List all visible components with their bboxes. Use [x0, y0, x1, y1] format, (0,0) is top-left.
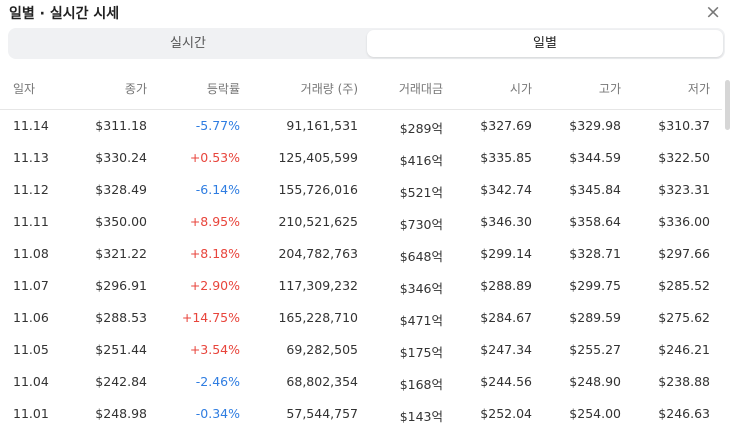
table-cell: 68,802,354 [286, 374, 358, 389]
table-cell: $248.90 [569, 374, 621, 389]
table-cell: $321.22 [95, 246, 147, 261]
column-header: 종가 [124, 82, 147, 96]
column-header: 저가 [687, 82, 710, 96]
table-cell: -2.46% [195, 374, 240, 389]
table-cell: $297.66 [658, 246, 710, 261]
table-cell: $275.62 [658, 310, 710, 325]
scrollbar[interactable] [725, 80, 730, 130]
table-cell: -0.34% [195, 406, 240, 421]
table-cell: $143억 [399, 409, 443, 424]
table-cell: $244.56 [480, 374, 532, 389]
table-cell: $336.00 [658, 214, 710, 229]
column-header: 거래량 (주) [300, 82, 358, 96]
table-cell: 204,782,763 [278, 246, 358, 261]
table-cell: -6.14% [195, 182, 240, 197]
table-cell: $252.04 [480, 406, 532, 421]
table-cell: $327.69 [480, 118, 532, 133]
table-cell: $416억 [399, 153, 443, 168]
table-cell: $342.74 [480, 182, 532, 197]
table-cell: $311.18 [95, 118, 147, 133]
table-cell: $648억 [399, 249, 443, 264]
table-cell: $246.21 [658, 342, 710, 357]
table-cell: $251.44 [95, 342, 147, 357]
column-header: 거래대금 [398, 82, 443, 96]
table-cell: $358.64 [569, 214, 621, 229]
title: 일별 · 실시간 시세 [9, 6, 120, 22]
table-cell: +2.90% [189, 278, 240, 293]
table-cell: +3.54% [189, 342, 240, 357]
table-cell: $246.63 [658, 406, 710, 421]
table-cell: $168억 [399, 377, 443, 392]
table-cell: $299.14 [480, 246, 532, 261]
table-cell: 91,161,531 [286, 118, 358, 133]
table-cell: $285.52 [658, 278, 710, 293]
table-cell: $247.34 [480, 342, 532, 357]
table-cell: $345.84 [569, 182, 621, 197]
table-cell: $521억 [399, 185, 443, 200]
table-cell: $329.98 [569, 118, 621, 133]
table-cell: $255.27 [569, 342, 621, 357]
table-cell: 11.05 [13, 342, 49, 357]
table-cell: $242.84 [95, 374, 147, 389]
table-cell: $296.91 [95, 278, 147, 293]
table-cell: $238.88 [658, 374, 710, 389]
table-cell: 11.06 [13, 310, 49, 325]
table-cell: $289억 [399, 121, 443, 136]
table-cell: $310.37 [658, 118, 710, 133]
table-cell: 11.08 [13, 246, 49, 261]
table-cell: $346억 [399, 281, 443, 296]
table-cell: $335.85 [480, 150, 532, 165]
table-cell: $288.53 [95, 310, 147, 325]
table-cell: $288.89 [480, 278, 532, 293]
table-cell: 69,282,505 [286, 342, 358, 357]
table-cell: $350.00 [95, 214, 147, 229]
table-cell: 11.12 [13, 182, 49, 197]
table-cell: 11.11 [13, 214, 49, 229]
table-cell: $471억 [399, 313, 443, 328]
divider [0, 109, 722, 110]
column-header: 고가 [598, 82, 621, 96]
table-cell: $730억 [399, 217, 443, 232]
table-cell: 11.13 [13, 150, 49, 165]
table-cell: 125,405,599 [278, 150, 358, 165]
table-cell: 11.01 [13, 406, 49, 421]
column-header: 일자 [13, 82, 36, 96]
table-cell: $328.71 [569, 246, 621, 261]
column-header: 시가 [509, 82, 532, 96]
table-cell: $289.59 [569, 310, 621, 325]
table-cell: $346.30 [480, 214, 532, 229]
table-cell: $322.50 [658, 150, 710, 165]
close-button[interactable]: × [705, 1, 721, 23]
table-cell: 57,544,757 [286, 406, 358, 421]
column-header: 등락률 [206, 82, 240, 96]
table-cell: $323.31 [658, 182, 710, 197]
table-cell: 155,726,016 [278, 182, 358, 197]
table-cell: $175억 [399, 345, 443, 360]
table-cell: $328.49 [95, 182, 147, 197]
tab-active[interactable]: 일별 [367, 30, 723, 57]
table-cell: 117,309,232 [278, 278, 358, 293]
table-cell: 165,228,710 [278, 310, 358, 325]
table-cell: +8.95% [189, 214, 240, 229]
table-cell: 210,521,625 [278, 214, 358, 229]
table-cell: $299.75 [569, 278, 621, 293]
table-cell: -5.77% [195, 118, 240, 133]
table-cell: 11.07 [13, 278, 49, 293]
table-cell: $254.00 [569, 406, 621, 421]
table-cell: 11.04 [13, 374, 49, 389]
table-cell: +8.18% [189, 246, 240, 261]
table-cell: $284.67 [480, 310, 532, 325]
tab-bar: 실시간 일별 [8, 28, 725, 59]
table-cell: +14.75% [181, 310, 240, 325]
table-cell: $344.59 [569, 150, 621, 165]
tab[interactable]: 실시간 [170, 36, 206, 51]
table-cell: $248.98 [95, 406, 147, 421]
table-cell: +0.53% [189, 150, 240, 165]
table-cell: $330.24 [95, 150, 147, 165]
table-cell: 11.14 [13, 118, 49, 133]
